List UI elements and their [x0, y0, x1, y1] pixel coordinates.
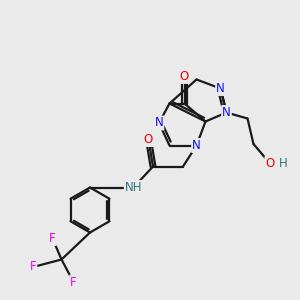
Text: F: F	[70, 275, 77, 289]
Text: O: O	[144, 133, 153, 146]
Text: H: H	[278, 157, 287, 170]
Text: N: N	[216, 82, 225, 95]
Text: NH: NH	[125, 181, 142, 194]
Text: N: N	[192, 139, 201, 152]
Text: N: N	[154, 116, 164, 130]
Text: F: F	[30, 260, 36, 274]
Text: N: N	[222, 106, 231, 119]
Text: F: F	[49, 232, 56, 245]
Text: O: O	[180, 70, 189, 83]
Text: O: O	[266, 157, 274, 170]
